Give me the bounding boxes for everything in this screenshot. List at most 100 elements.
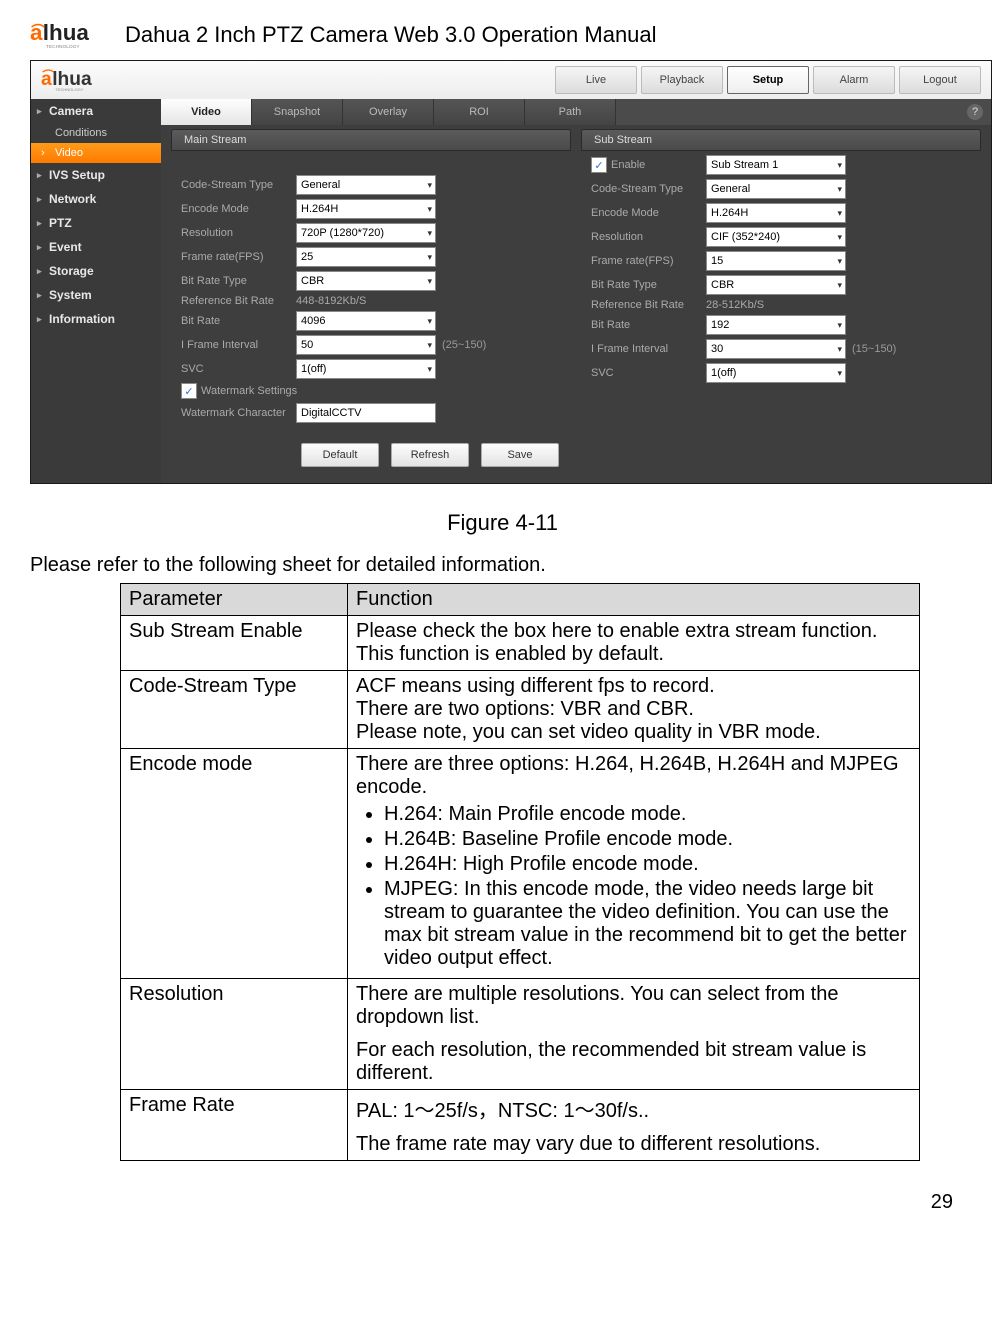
substream-select-1[interactable]: H.264H [706, 203, 846, 223]
table-param-1: Code-Stream Type [121, 671, 348, 749]
substream-select-8[interactable]: 1(off) [706, 363, 846, 383]
parameter-table: Parameter Function Sub Stream EnablePlea… [120, 583, 920, 1161]
substream-label-2: Resolution [591, 231, 706, 243]
substream-select-7[interactable]: 30 [706, 339, 846, 359]
substream-hint-7: (15~150) [852, 343, 896, 355]
tab-row: Video Snapshot Overlay ROI Path ? [161, 99, 991, 125]
refresh-button[interactable]: Refresh [391, 443, 469, 467]
app-logo-icon: a lhua TECHNOLOGY [41, 67, 121, 93]
svg-text:TECHNOLOGY: TECHNOLOGY [46, 44, 80, 50]
substream-static-5: 28-512Kb/S [706, 299, 764, 311]
table-func-1: ACF means using different fps to record.… [348, 671, 920, 749]
substream-label-5: Reference Bit Rate [591, 299, 706, 311]
svg-text:lhua: lhua [43, 20, 90, 45]
mainstream-select-6[interactable]: 4096 [296, 311, 436, 331]
substream-enable-label: Enable [611, 159, 706, 171]
default-button[interactable]: Default [301, 443, 379, 467]
save-button[interactable]: Save [481, 443, 559, 467]
sidebar: Camera Conditions Video IVS Setup Networ… [31, 99, 161, 483]
doc-title: Dahua 2 Inch PTZ Camera Web 3.0 Operatio… [125, 22, 657, 48]
figure-caption: Figure 4-11 [30, 510, 975, 536]
tab-roi[interactable]: ROI [434, 99, 525, 125]
watermark-checkbox[interactable]: ✓ [181, 383, 197, 399]
substream-select-3[interactable]: 15 [706, 251, 846, 271]
sidebar-item-network[interactable]: Network [31, 187, 161, 211]
substream-label-7: I Frame Interval [591, 343, 706, 355]
substream-select[interactable]: Sub Stream 1 [706, 155, 846, 175]
th-function: Function [348, 584, 920, 616]
mainstream-static-5: 448-8192Kb/S [296, 295, 366, 307]
sub-stream-panel: Sub Stream ✓ Enable Sub Stream 1 Code-St… [581, 129, 981, 425]
mainstream-label-7: I Frame Interval [181, 339, 296, 351]
table-param-3: Resolution [121, 979, 348, 1090]
intro-text: Please refer to the following sheet for … [30, 554, 975, 577]
sidebar-item-event[interactable]: Event [31, 235, 161, 259]
main-panel: Video Snapshot Overlay ROI Path ? Main S… [161, 99, 991, 483]
sidebar-item-ivs[interactable]: IVS Setup [31, 163, 161, 187]
mainstream-select-2[interactable]: 720P (1280*720) [296, 223, 436, 243]
table-func-2: There are three options: H.264, H.264B, … [348, 749, 920, 979]
table-param-2: Encode mode [121, 749, 348, 979]
mainstream-select-7[interactable]: 50 [296, 335, 436, 355]
table-param-0: Sub Stream Enable [121, 616, 348, 671]
main-stream-panel: Main Stream Code-Stream TypeGeneralEncod… [171, 129, 571, 425]
mainstream-label-6: Bit Rate [181, 315, 296, 327]
svg-text:a: a [30, 20, 43, 45]
app-window: a lhua TECHNOLOGY Live Playback Setup Al… [30, 60, 992, 484]
tab-overlay[interactable]: Overlay [343, 99, 434, 125]
sidebar-item-ptz[interactable]: PTZ [31, 211, 161, 235]
substream-select-0[interactable]: General [706, 179, 846, 199]
doc-header: a lhua TECHNOLOGY Dahua 2 Inch PTZ Camer… [30, 20, 975, 50]
tab-path[interactable]: Path [525, 99, 616, 125]
nav-logout[interactable]: Logout [899, 66, 981, 94]
watermark-char-input[interactable]: DigitalCCTV [296, 403, 436, 423]
mainstream-label-5: Reference Bit Rate [181, 295, 296, 307]
table-param-4: Frame Rate [121, 1090, 348, 1161]
svg-text:TECHNOLOGY: TECHNOLOGY [55, 87, 83, 92]
substream-select-2[interactable]: CIF (352*240) [706, 227, 846, 247]
top-bar: a lhua TECHNOLOGY Live Playback Setup Al… [31, 61, 991, 99]
substream-select-6[interactable]: 192 [706, 315, 846, 335]
mainstream-select-3[interactable]: 25 [296, 247, 436, 267]
substream-enable-checkbox[interactable]: ✓ [591, 157, 607, 173]
sidebar-item-conditions[interactable]: Conditions [31, 123, 161, 143]
substream-label-4: Bit Rate Type [591, 279, 706, 291]
table-func-4: PAL: 1～25f/s，NTSC: 1～30f/s..The frame ra… [348, 1090, 920, 1161]
substream-label-6: Bit Rate [591, 319, 706, 331]
nav-live[interactable]: Live [555, 66, 637, 94]
mainstream-label-2: Resolution [181, 227, 296, 239]
mainstream-select-1[interactable]: H.264H [296, 199, 436, 219]
nav-playback[interactable]: Playback [641, 66, 723, 94]
mainstream-label-1: Encode Mode [181, 203, 296, 215]
mainstream-label-8: SVC [181, 363, 296, 375]
substream-label-1: Encode Mode [591, 207, 706, 219]
nav-alarm[interactable]: Alarm [813, 66, 895, 94]
mainstream-label-3: Frame rate(FPS) [181, 251, 296, 263]
substream-label-3: Frame rate(FPS) [591, 255, 706, 267]
help-icon[interactable]: ? [967, 104, 983, 120]
substream-select-4[interactable]: CBR [706, 275, 846, 295]
watermark-label: Watermark Settings [201, 385, 297, 397]
sidebar-item-camera[interactable]: Camera [31, 99, 161, 123]
mainstream-select-4[interactable]: CBR [296, 271, 436, 291]
table-func-3: There are multiple resolutions. You can … [348, 979, 920, 1090]
substream-label-8: SVC [591, 367, 706, 379]
page-number: 29 [30, 1191, 975, 1214]
sidebar-item-information[interactable]: Information [31, 307, 161, 331]
tab-snapshot[interactable]: Snapshot [252, 99, 343, 125]
tab-video[interactable]: Video [161, 99, 252, 125]
sub-stream-header: Sub Stream [581, 129, 981, 151]
watermark-char-label: Watermark Character [181, 407, 296, 419]
mainstream-label-0: Code-Stream Type [181, 179, 296, 191]
nav-setup[interactable]: Setup [727, 66, 809, 94]
button-row: Default Refresh Save [161, 435, 991, 483]
sidebar-item-storage[interactable]: Storage [31, 259, 161, 283]
mainstream-hint-7: (25~150) [442, 339, 486, 351]
table-func-0: Please check the box here to enable extr… [348, 616, 920, 671]
sidebar-item-system[interactable]: System [31, 283, 161, 307]
mainstream-select-0[interactable]: General [296, 175, 436, 195]
mainstream-label-4: Bit Rate Type [181, 275, 296, 287]
sidebar-item-video[interactable]: Video [31, 143, 161, 163]
mainstream-select-8[interactable]: 1(off) [296, 359, 436, 379]
dahua-logo-icon: a lhua TECHNOLOGY [30, 20, 110, 50]
